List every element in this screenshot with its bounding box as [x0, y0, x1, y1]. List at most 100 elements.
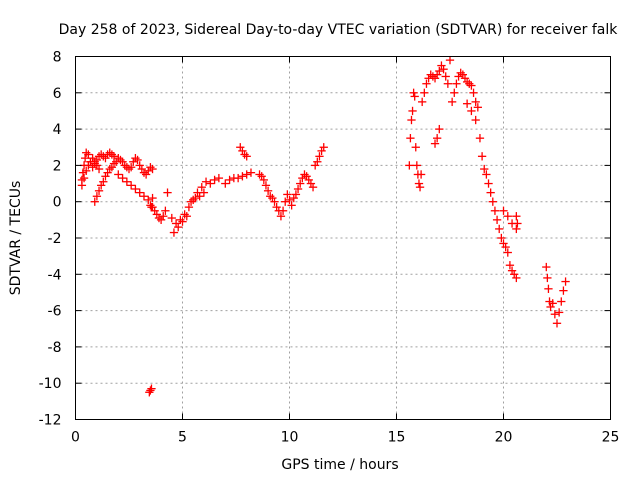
- data-point: [287, 201, 296, 210]
- data-point: [313, 157, 322, 166]
- data-point: [259, 175, 268, 185]
- data-point: [484, 179, 493, 188]
- data-point: [422, 79, 431, 88]
- data-point: [412, 161, 421, 170]
- data-point: [242, 152, 251, 161]
- data-point: [467, 81, 476, 90]
- chart-title: Day 258 of 2023, Sidereal Day-to-day VTE…: [59, 22, 619, 38]
- data-point: [557, 297, 566, 306]
- data-point: [99, 177, 108, 186]
- data-point: [201, 177, 211, 186]
- data-point: [501, 242, 510, 252]
- data-point: [542, 262, 551, 272]
- data-point: [163, 188, 172, 197]
- data-point: [492, 215, 502, 225]
- data-point: [552, 319, 562, 328]
- data-point: [214, 173, 224, 183]
- y-tick-label: 2: [53, 158, 62, 174]
- data-point: [238, 172, 247, 181]
- x-tick-label: 25: [602, 430, 620, 446]
- data-point: [135, 188, 144, 197]
- data-points: [77, 55, 570, 397]
- data-point: [131, 184, 140, 194]
- x-tick-label: 0: [71, 430, 80, 446]
- y-tick-label: -6: [48, 304, 62, 320]
- data-point: [477, 152, 487, 161]
- data-point: [167, 213, 176, 223]
- x-tick-label: 10: [281, 430, 299, 446]
- data-point: [118, 173, 127, 183]
- data-point: [406, 134, 415, 143]
- data-point: [278, 206, 288, 215]
- data-point: [490, 206, 500, 215]
- data-point: [315, 152, 324, 161]
- data-point: [148, 164, 157, 174]
- y-tick-label: -2: [48, 231, 62, 247]
- y-tick-label: -4: [48, 267, 62, 283]
- data-point: [411, 143, 420, 152]
- data-point: [475, 134, 485, 143]
- data-point: [90, 197, 99, 206]
- data-point: [471, 97, 480, 107]
- data-point: [186, 197, 196, 206]
- data-point: [473, 103, 482, 112]
- data-point: [414, 179, 424, 188]
- data-point: [242, 170, 251, 179]
- data-point: [246, 168, 256, 177]
- data-point: [114, 170, 123, 179]
- data-point: [503, 248, 512, 257]
- data-point: [291, 190, 301, 199]
- data-point: [495, 224, 504, 234]
- data-point: [439, 65, 448, 74]
- data-point: [561, 277, 570, 286]
- data-point: [486, 188, 495, 197]
- data-point: [293, 184, 303, 194]
- data-point: [441, 72, 450, 81]
- data-point: [159, 212, 168, 221]
- data-point: [169, 228, 179, 237]
- data-point: [285, 195, 294, 205]
- data-point: [122, 177, 132, 186]
- data-point: [221, 179, 230, 188]
- data-point: [420, 88, 429, 97]
- data-point: [276, 212, 286, 221]
- data-point: [144, 195, 153, 205]
- x-tick-label: 15: [388, 430, 406, 446]
- data-point: [543, 273, 552, 283]
- data-point: [443, 79, 453, 88]
- data-point: [450, 88, 459, 97]
- data-point: [548, 299, 557, 308]
- data-point: [174, 222, 183, 232]
- data-point: [109, 152, 119, 161]
- axis-ticks: 0 5 10 15 20 25 -12 -10 -8 -6 -4 -2 0 2 4 6 8: [39, 50, 620, 446]
- data-point: [182, 212, 191, 221]
- data-point: [512, 273, 521, 283]
- grid-lines: [75, 56, 611, 420]
- data-point: [445, 55, 455, 65]
- data-point: [409, 88, 418, 97]
- data-point: [206, 179, 215, 188]
- data-point: [480, 164, 489, 174]
- data-point: [77, 181, 87, 190]
- data-point: [405, 161, 414, 170]
- data-point: [225, 175, 234, 185]
- data-point: [488, 197, 497, 206]
- y-tick-label: -8: [48, 340, 62, 356]
- data-point: [452, 79, 461, 88]
- data-point: [283, 190, 292, 199]
- data-point: [319, 143, 328, 152]
- data-point: [178, 217, 187, 226]
- data-point: [82, 166, 91, 175]
- data-point: [415, 183, 425, 192]
- data-point: [197, 183, 206, 192]
- data-point: [550, 310, 560, 319]
- data-point: [410, 92, 419, 101]
- x-tick-label: 20: [495, 430, 513, 446]
- data-point: [281, 197, 290, 206]
- data-point: [430, 139, 440, 148]
- data-point: [505, 261, 515, 270]
- data-point: [84, 150, 93, 159]
- data-point: [184, 202, 194, 212]
- data-point: [462, 99, 472, 108]
